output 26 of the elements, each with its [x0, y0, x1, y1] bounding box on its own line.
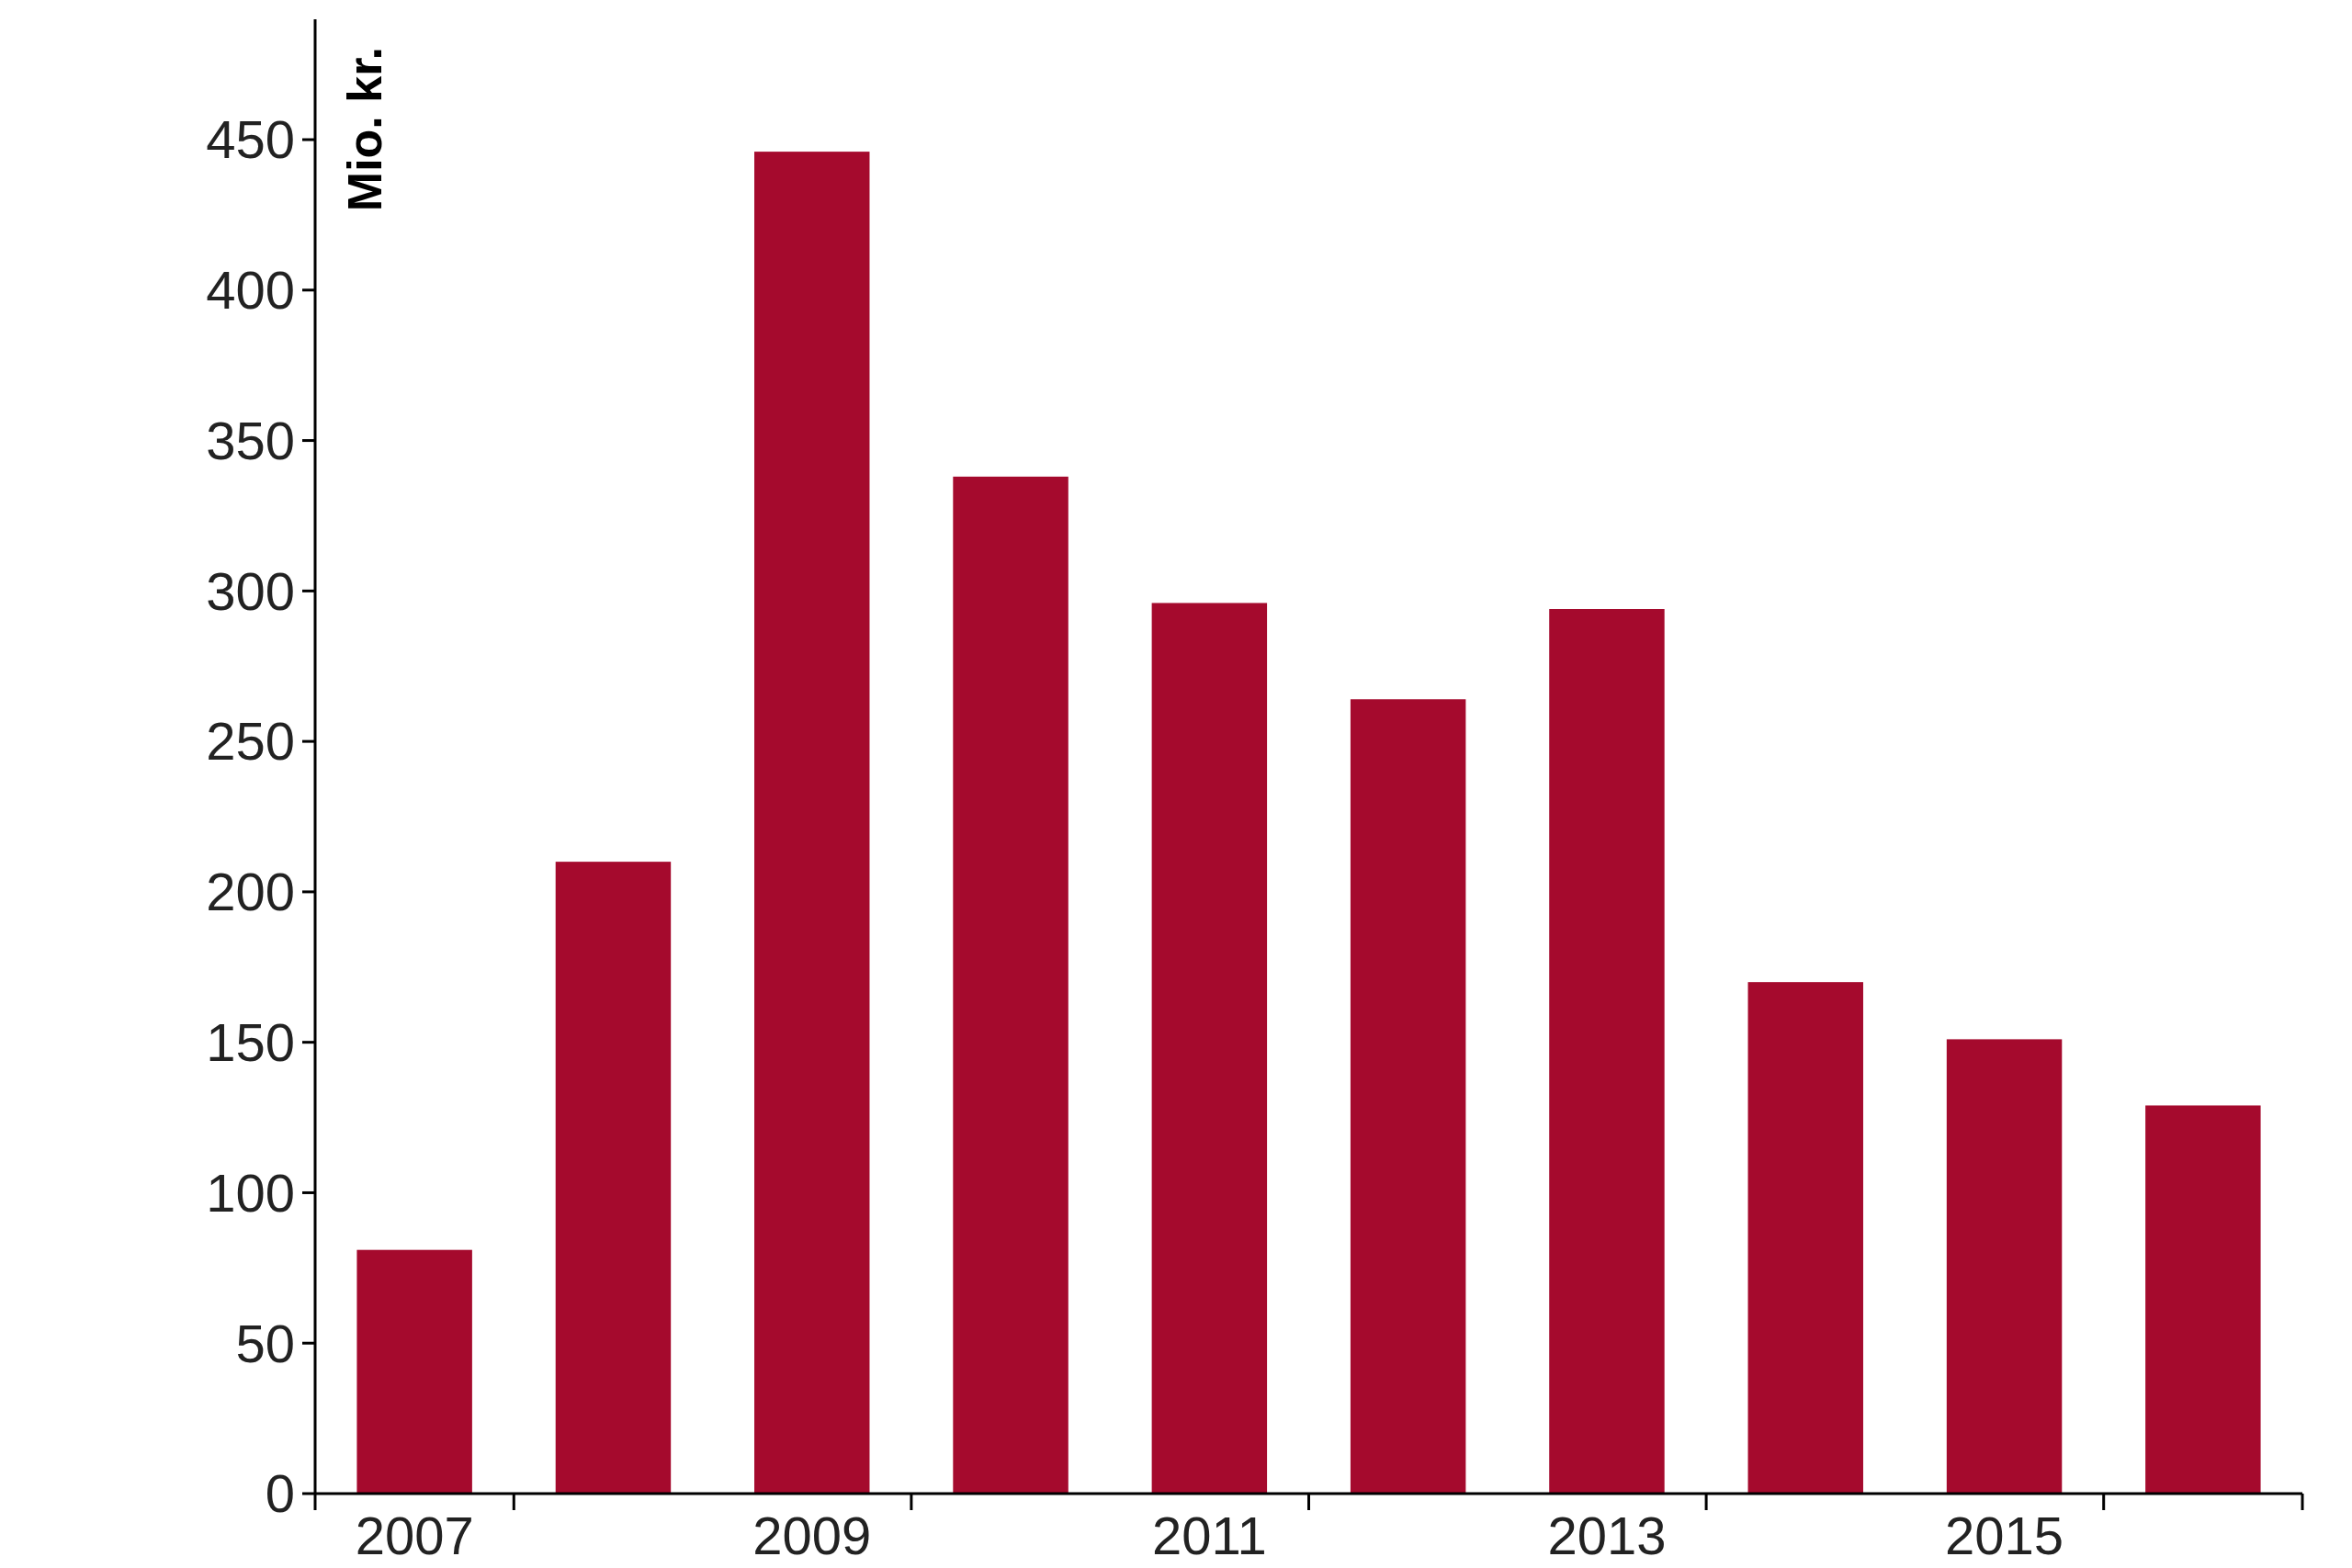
- bar: [953, 476, 1069, 1494]
- x-tick-label: 2013: [1547, 1506, 1667, 1565]
- x-tick-label: 2007: [355, 1506, 474, 1565]
- y-tick-label: 300: [206, 560, 295, 621]
- y-tick-label: 200: [206, 862, 295, 922]
- y-tick-label: 100: [206, 1162, 295, 1223]
- x-tick-label: 2015: [1945, 1506, 2064, 1565]
- bar: [1747, 982, 1863, 1494]
- y-tick-label: 250: [206, 711, 295, 772]
- y-tick-label: 50: [235, 1313, 295, 1373]
- bar: [555, 862, 672, 1494]
- y-tick-label: 0: [265, 1463, 295, 1524]
- bar: [1549, 609, 1665, 1494]
- bar: [1151, 603, 1268, 1494]
- y-axis-title: Mio. kr.: [338, 47, 391, 212]
- bar: [2145, 1105, 2261, 1494]
- y-tick-label: 450: [206, 109, 295, 170]
- y-tick-label: 150: [206, 1011, 295, 1072]
- x-tick-label: 2011: [1151, 1506, 1267, 1565]
- bar: [1350, 699, 1466, 1494]
- y-tick-label: 350: [206, 410, 295, 470]
- x-tick-label: 2009: [752, 1506, 872, 1565]
- y-tick-label: 400: [206, 260, 295, 321]
- bar: [754, 152, 870, 1494]
- bar: [1946, 1039, 2063, 1494]
- bar: [356, 1249, 472, 1494]
